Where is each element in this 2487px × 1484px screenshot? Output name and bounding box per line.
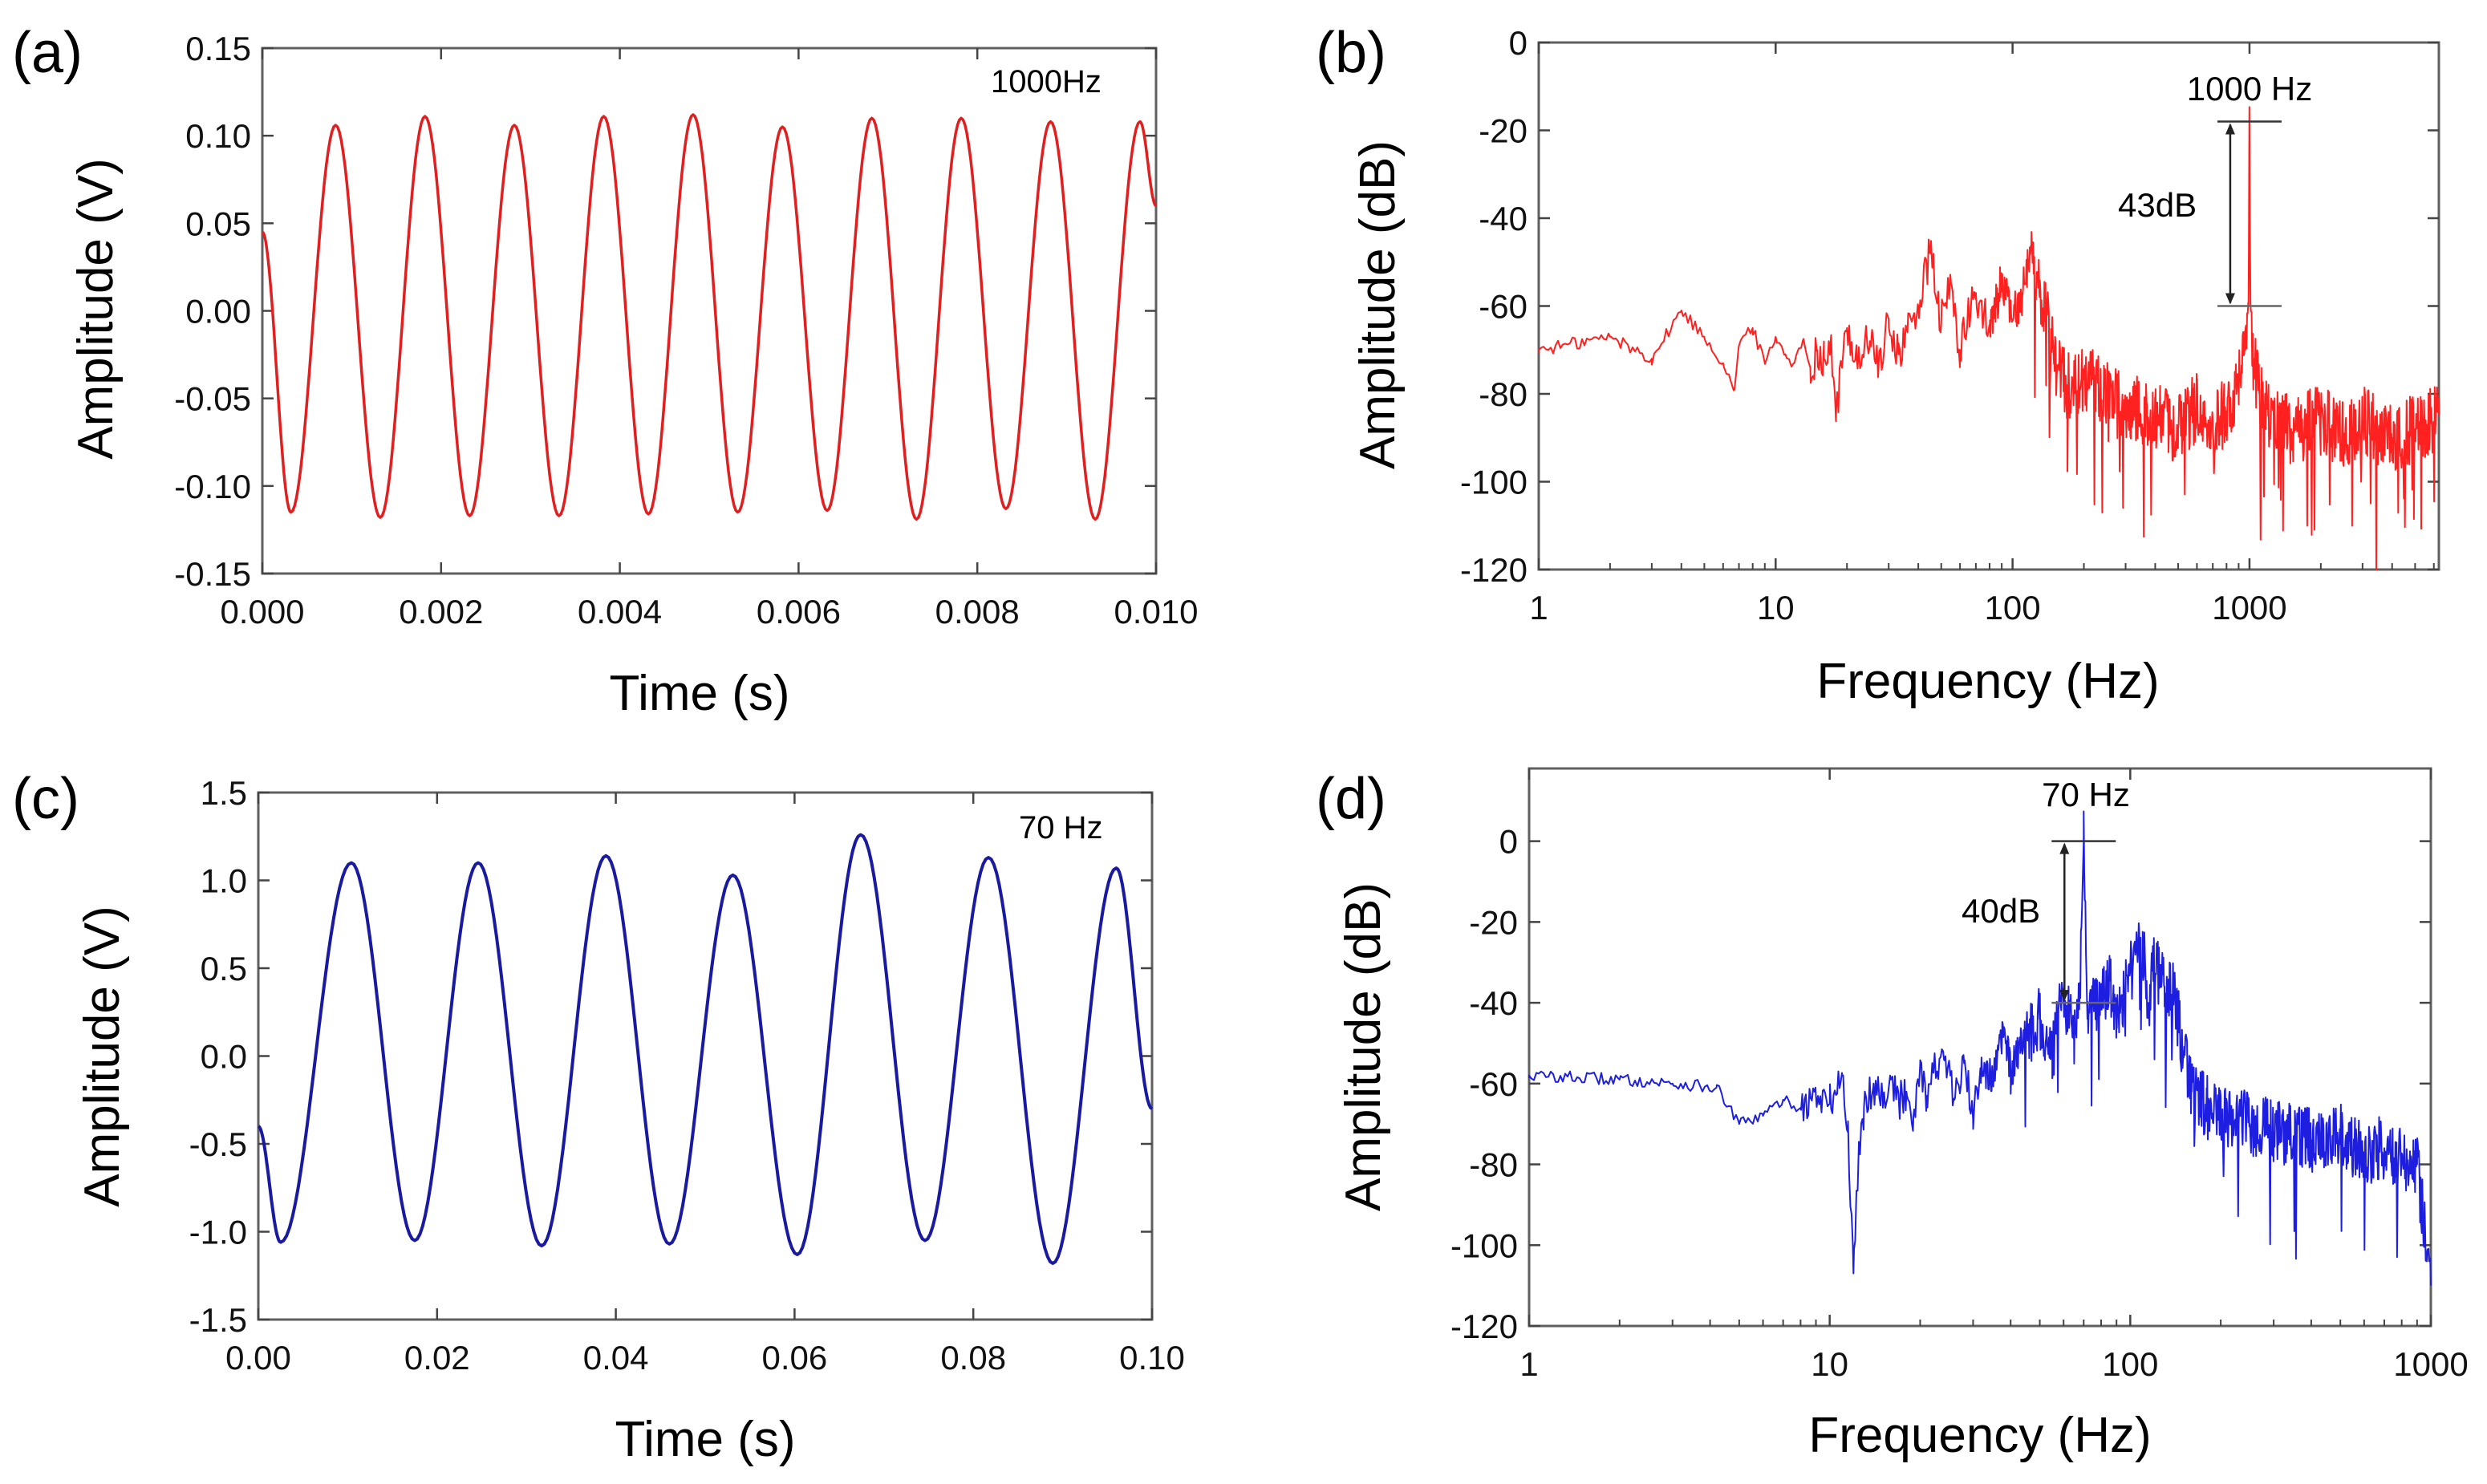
panel-c: (c) 0.00 0.02 0.04 0.06 0.08 0.10 -1.5 -1.0 -0.5… bbox=[12, 767, 1185, 1467]
arrow-head-down bbox=[2225, 293, 2235, 305]
annotation-label: 70 Hz bbox=[1019, 810, 1103, 845]
plot-frame bbox=[1527, 767, 2432, 1328]
y-tick-label: -1.0 bbox=[189, 1214, 247, 1251]
series-line bbox=[261, 113, 1157, 521]
x-axis-label: Frequency (Hz) bbox=[1816, 654, 2159, 709]
y-tick-label: -40 bbox=[1469, 984, 1518, 1022]
arrow-head-up bbox=[2225, 123, 2235, 135]
y-tick-label: 0 bbox=[1509, 24, 1527, 62]
x-axis-label: Time (s) bbox=[610, 666, 790, 721]
y-tick-label: 0.05 bbox=[185, 205, 251, 242]
x-tick-label: 1000 bbox=[2393, 1345, 2468, 1383]
x-tick-label: 0.02 bbox=[404, 1339, 470, 1377]
y-tick-label: -1.5 bbox=[189, 1301, 247, 1339]
y-tick-label: 0.00 bbox=[185, 293, 251, 330]
y-tick-label: -60 bbox=[1479, 288, 1527, 326]
plot-frame bbox=[1537, 41, 2440, 571]
y-axis-label: Amplitude (V) bbox=[75, 906, 130, 1207]
axis-ticks: 0.000 0.002 0.004 0.006 0.008 0.010 -0.15 -0.10… bbox=[174, 30, 1198, 630]
y-tick-label: 0.15 bbox=[185, 30, 251, 67]
y-tick-label: -80 bbox=[1469, 1146, 1518, 1184]
peak-label: 70 Hz bbox=[2042, 776, 2130, 813]
y-tick-label: -0.5 bbox=[189, 1125, 247, 1163]
x-tick-label: 0.000 bbox=[220, 593, 304, 630]
panel-label: (b) bbox=[1316, 21, 1386, 85]
panel-label: (c) bbox=[12, 767, 79, 831]
panel-d: (d) 1 10 100 1000 -120 -100 -80 -60 -40 -20 0 70 H… bbox=[1316, 767, 2469, 1463]
panel-b: (b) 1 10 100 1000 -120 -100 -80 -60 -40 -20 0 1000… bbox=[1316, 21, 2440, 709]
y-tick-label: -0.15 bbox=[174, 555, 251, 593]
axis-ticks: 0.00 0.02 0.04 0.06 0.08 0.10 -1.5 -1.0 -0.5 0.0 0… bbox=[189, 774, 1185, 1377]
x-tick-label: 0.08 bbox=[940, 1339, 1006, 1377]
y-tick-label: -0.05 bbox=[174, 380, 251, 418]
plot-frame bbox=[261, 47, 1158, 575]
x-tick-label: 0.008 bbox=[935, 593, 1020, 630]
snr-marker bbox=[2217, 120, 2282, 307]
y-tick-label: -100 bbox=[1460, 464, 1527, 501]
y-tick-label: -40 bbox=[1479, 200, 1527, 237]
x-tick-label: 0.002 bbox=[399, 593, 483, 630]
y-axis-label: Amplitude (dB) bbox=[1336, 882, 1391, 1211]
x-tick-label: 0.00 bbox=[225, 1339, 291, 1377]
x-tick-label: 0.004 bbox=[578, 593, 662, 630]
annotation-label: 1000Hz bbox=[991, 64, 1102, 99]
y-tick-label: 0 bbox=[1499, 823, 1518, 861]
x-axis-label: Frequency (Hz) bbox=[1808, 1408, 2151, 1463]
y-tick-label: -80 bbox=[1479, 375, 1527, 413]
x-axis-label: Time (s) bbox=[615, 1412, 796, 1467]
y-tick-label: -120 bbox=[1460, 551, 1527, 589]
panel-label: (d) bbox=[1316, 767, 1386, 831]
panel-label: (a) bbox=[12, 21, 83, 85]
y-axis-label: Amplitude (dB) bbox=[1350, 140, 1406, 469]
panel-a: (a) 0.000 0.002 0.004 0.006 0.008 0.010 -0.15 -… bbox=[12, 21, 1199, 721]
series-line bbox=[1528, 810, 2432, 1286]
x-tick-label: 0.010 bbox=[1114, 593, 1198, 630]
y-tick-label: -120 bbox=[1450, 1308, 1518, 1345]
snr-label: 43dB bbox=[2118, 186, 2197, 224]
plot-frame bbox=[257, 791, 1154, 1321]
x-tick-label: 0.006 bbox=[757, 593, 841, 630]
y-tick-label: 1.0 bbox=[201, 862, 247, 900]
y-tick-label: -20 bbox=[1479, 112, 1527, 150]
y-tick-label: 0.5 bbox=[201, 950, 247, 987]
x-tick-label: 1 bbox=[1519, 1345, 1538, 1383]
x-tick-label: 1 bbox=[1529, 589, 1548, 626]
x-tick-label: 0.10 bbox=[1119, 1339, 1185, 1377]
y-tick-label: 0.10 bbox=[185, 117, 251, 155]
x-tick-label: 100 bbox=[1985, 589, 2041, 626]
y-tick-label: -100 bbox=[1450, 1227, 1518, 1264]
y-tick-label: 0.0 bbox=[201, 1038, 247, 1076]
x-tick-label: 0.06 bbox=[762, 1339, 828, 1377]
y-tick-label: -0.10 bbox=[174, 468, 251, 505]
x-tick-label: 10 bbox=[1757, 589, 1795, 626]
axis-ticks: 1 10 100 1000 -120 -100 -80 -60 -40 -20 0 bbox=[1460, 24, 2439, 626]
y-tick-label: 1.5 bbox=[201, 774, 247, 812]
series-line bbox=[1538, 106, 2440, 570]
arrow-head-up bbox=[2059, 842, 2070, 854]
x-tick-label: 100 bbox=[2102, 1345, 2158, 1383]
y-tick-label: -20 bbox=[1469, 903, 1518, 941]
peak-label: 1000 Hz bbox=[2187, 70, 2312, 107]
x-tick-label: 10 bbox=[1811, 1345, 1848, 1383]
arrow-head-down bbox=[2059, 990, 2070, 1002]
y-axis-label: Amplitude (V) bbox=[68, 158, 124, 460]
axis-ticks: 1 10 100 1000 -120 -100 -80 -60 -40 -20 0 bbox=[1450, 768, 2469, 1383]
snr-label: 40dB bbox=[1962, 892, 2040, 930]
snr-marker bbox=[2051, 840, 2116, 1004]
series-line bbox=[258, 833, 1154, 1265]
x-tick-label: 0.04 bbox=[583, 1339, 649, 1377]
y-tick-label: -60 bbox=[1469, 1065, 1518, 1103]
x-tick-label: 1000 bbox=[2212, 589, 2286, 626]
